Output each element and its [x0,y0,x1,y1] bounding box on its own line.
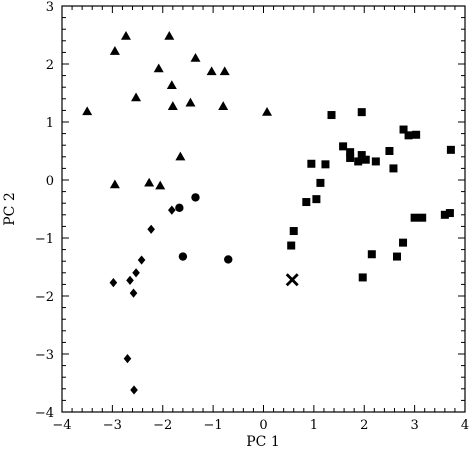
square-point [321,160,330,169]
x-tick-label: −3 [103,418,122,433]
square-point [367,250,376,259]
diamond-point [130,385,138,395]
x-tick-label: −4 [52,418,71,433]
y-tick-label: 0 [46,174,54,189]
triangle-point [153,63,164,73]
square-point [440,210,449,219]
data-points [82,30,455,395]
square-point [346,153,355,162]
triangle-point [190,53,201,62]
square-point [357,151,366,160]
triangle-point [218,101,229,110]
square-point [412,130,421,139]
square-point [392,252,401,261]
y-tick-label: −2 [35,290,54,305]
cross-point [285,273,299,287]
triangle-point [262,106,273,116]
diamond-point [168,205,176,215]
circle-point [178,252,188,261]
diamond-point [132,268,140,278]
diamond-point [137,255,146,265]
diamond-point [109,278,118,288]
plot-frame [61,5,466,413]
axis-ticks [61,5,466,413]
square-point [399,125,408,134]
y-tick-label: −1 [35,232,54,247]
square-point [339,142,348,151]
diamond-point [126,275,134,285]
square-point [312,195,321,204]
square-point [302,198,311,207]
triangle-point [206,66,217,76]
square-point [418,213,427,222]
square-point [399,238,408,247]
triangle-point [144,177,155,187]
triangle-point [164,30,175,40]
series-circle [175,193,233,264]
y-tick-label: 2 [46,58,54,73]
triangle-point [120,30,131,40]
series-cross [285,273,299,287]
square-point [354,157,363,166]
square-point [307,159,316,168]
square-point [316,178,325,187]
square-point [346,148,355,157]
triangle-point [131,92,142,102]
circle-point [175,203,184,213]
square-point [287,241,296,250]
y-tick-label: 3 [46,0,54,15]
triangle-point [219,66,230,76]
x-tick-label: 1 [310,418,318,433]
series-square [287,108,455,282]
circle-point [191,193,200,202]
axis-tick-labels: −4 −3 −2 −1 0 1 2 3 4 −4 −3 −2 −1 0 1 2 3 [35,0,469,433]
triangle-point [155,180,166,190]
x-tick-label: 3 [410,418,418,433]
square-point [385,147,394,155]
x-tick-label: 0 [259,418,267,433]
diamond-point [123,354,132,364]
square-point [410,213,419,222]
triangle-point [167,101,178,110]
square-point [404,131,413,140]
triangle-point [166,80,177,90]
triangle-point [82,106,93,116]
square-point [289,227,298,236]
y-tick-label: 1 [46,116,54,131]
square-point [361,155,370,164]
triangle-point [109,46,120,55]
y-tick-label: −4 [35,406,54,421]
x-tick-label: 4 [461,418,469,433]
square-point [358,273,367,282]
circle-point [224,255,233,264]
diamond-point [129,288,138,298]
square-point [389,164,398,173]
x-tick-label: −1 [204,418,223,433]
y-axis-title: PC 2 [2,192,18,226]
square-point [371,157,380,166]
triangle-point [109,179,120,189]
square-point [446,145,455,154]
square-point [357,108,366,117]
series-triangle [82,30,273,190]
triangle-point [185,97,196,107]
series-diamond [109,205,176,395]
x-tick-label: −2 [153,418,172,433]
square-point [327,111,336,120]
square-point [445,209,454,218]
y-tick-label: −3 [35,348,54,363]
x-axis-title: PC 1 [246,434,280,450]
triangle-point [175,151,186,161]
x-tick-label: 2 [360,418,368,433]
diamond-point [147,224,155,234]
